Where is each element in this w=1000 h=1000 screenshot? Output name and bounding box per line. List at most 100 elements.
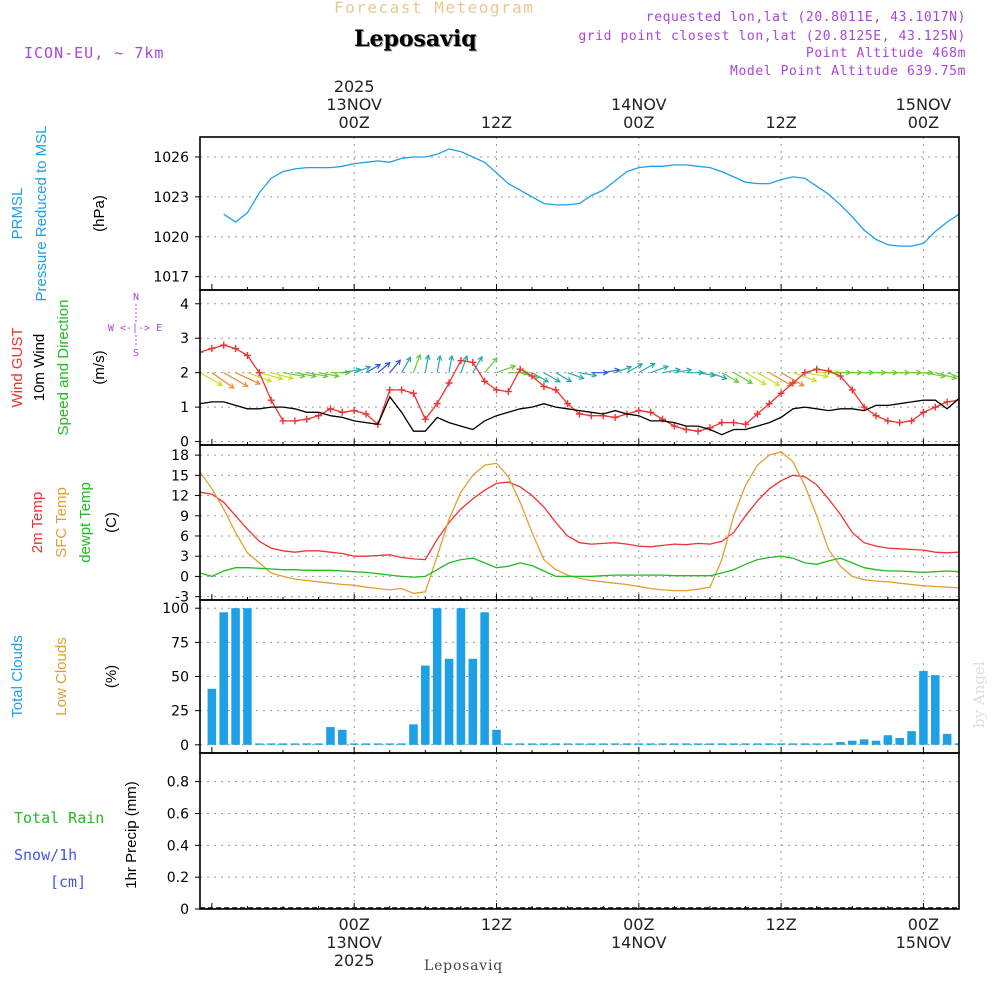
panel-wind: 0 1 2 3 4 Wind GUST 10m Wind Speed and Directio…	[9, 289, 1000, 451]
gust-marker	[611, 413, 619, 421]
top-time-label: 14NOV	[611, 95, 667, 114]
wind-arrow-shaft	[923, 372, 946, 378]
gust-marker	[200, 348, 204, 356]
y-tick-label: 100	[162, 601, 189, 617]
cloud-bar	[504, 743, 513, 745]
y-tick-label: 0.6	[167, 806, 189, 822]
wind-arrow-shaft	[579, 372, 597, 377]
wind-arrow-shaft	[733, 372, 753, 384]
gust-marker	[718, 419, 726, 427]
wind-arrow-head	[822, 373, 830, 379]
wind-arrow-head	[566, 376, 573, 383]
meteogram-subtitle: Forecast Meteogram	[334, 0, 535, 17]
gust-marker	[552, 386, 560, 394]
gust-marker	[350, 407, 358, 415]
y-tick-label: 6	[180, 529, 189, 545]
wind-arrow	[780, 372, 805, 387]
label-dewpt-temp: dewpt Temp	[77, 482, 94, 563]
gust-marker	[884, 417, 892, 425]
cloud-bar	[255, 743, 264, 745]
cloud-bar	[421, 665, 430, 745]
cloud-bar	[266, 743, 276, 745]
gust-marker	[220, 341, 228, 349]
wind-arrow-head	[287, 374, 295, 381]
wind-arrow	[650, 365, 670, 374]
wind-arrow-head	[591, 372, 598, 378]
y-tick-label: 0	[180, 569, 189, 585]
model-label: ICON-EU, ~ 7km	[24, 44, 165, 62]
wind-arrow-head	[492, 357, 498, 364]
panel-frame	[199, 289, 960, 446]
y-tick-label: 1026	[153, 150, 189, 166]
wind-arrow-head	[698, 369, 705, 376]
wind-arrow	[353, 365, 372, 374]
wind-arrow-shaft	[472, 356, 483, 373]
gust-marker	[730, 419, 738, 427]
cloud-bar	[967, 743, 976, 744]
gust-marker	[528, 372, 536, 380]
wind-arrow-shaft	[460, 355, 468, 373]
wind-arrow-shaft	[401, 357, 411, 373]
wind-arrow-shaft	[424, 355, 429, 373]
gust-marker	[255, 369, 263, 377]
wind-arrow-shaft	[804, 372, 828, 378]
bottom-time-label: 00Z	[908, 915, 939, 934]
gust-marker	[908, 417, 916, 425]
wind-arrow-head	[721, 374, 728, 381]
wind-arrow-shaft	[792, 372, 817, 382]
gust-marker	[682, 426, 690, 433]
label-low-clouds: Low Clouds	[53, 637, 70, 715]
wind-arrow-head	[395, 359, 402, 366]
wind-arrow	[983, 373, 1000, 381]
wind-arrow-shaft	[235, 372, 261, 385]
top-time-label: 12Z	[481, 113, 512, 132]
bottom-time-label: 00Z	[339, 915, 370, 934]
gust-marker	[504, 388, 512, 396]
model-point-altitude: Model Point Altitude 639.75m	[730, 64, 966, 79]
label-snow-1h: Snow/1h	[14, 846, 77, 864]
gust-marker	[872, 412, 880, 420]
gust-marker	[753, 410, 761, 418]
wind-arrow	[271, 372, 295, 381]
gust-marker	[896, 419, 904, 427]
label-sfc-temp: SFC Temp	[53, 487, 70, 558]
gust-marker	[765, 400, 773, 408]
cloud-bar	[598, 743, 608, 745]
wind-arrow	[792, 372, 818, 383]
wind-arrow-head	[266, 377, 273, 383]
wind-arrow	[496, 364, 517, 374]
wind-arrow-head	[963, 376, 968, 381]
wind-arrow-shaft	[448, 355, 453, 373]
wind-arrow	[436, 354, 443, 373]
wind-arrow-head	[462, 354, 469, 362]
cloud-bar	[634, 743, 644, 745]
y-tick-label: 18	[171, 448, 189, 464]
gust-marker	[587, 412, 595, 420]
gust-marker	[433, 400, 441, 408]
plot-precip	[200, 907, 959, 909]
gust-marker	[208, 345, 216, 353]
wind-arrow	[614, 365, 633, 374]
wind-arrow-head	[277, 374, 284, 381]
wind-arrow	[638, 362, 656, 374]
bottom-time-label: 15NOV	[896, 933, 952, 952]
requested-coordinates: requested lon,lat (20.8011E, 43.1017N)	[645, 10, 966, 25]
cloud-bar	[776, 743, 786, 745]
cloud-bar	[563, 743, 572, 745]
wind-arrow-shaft	[259, 372, 283, 380]
gust-marker	[576, 410, 583, 418]
bottom-time-label: 12Z	[765, 915, 796, 934]
series-line-2m-temp	[200, 474, 959, 561]
cloud-bar	[883, 735, 893, 745]
cloud-bar	[314, 743, 323, 745]
cloud-bar	[788, 743, 798, 745]
y-tick-label: 12	[171, 489, 189, 505]
series-line-sfc-temp	[200, 450, 959, 594]
cloud-bar	[397, 743, 406, 745]
gust-marker	[338, 408, 346, 416]
cloud-bar	[385, 743, 395, 745]
wind-arrow-shaft	[935, 372, 957, 379]
wind-arrow-head	[333, 372, 341, 379]
wind-arrow-head	[747, 378, 754, 384]
compass-south: S	[133, 348, 139, 359]
